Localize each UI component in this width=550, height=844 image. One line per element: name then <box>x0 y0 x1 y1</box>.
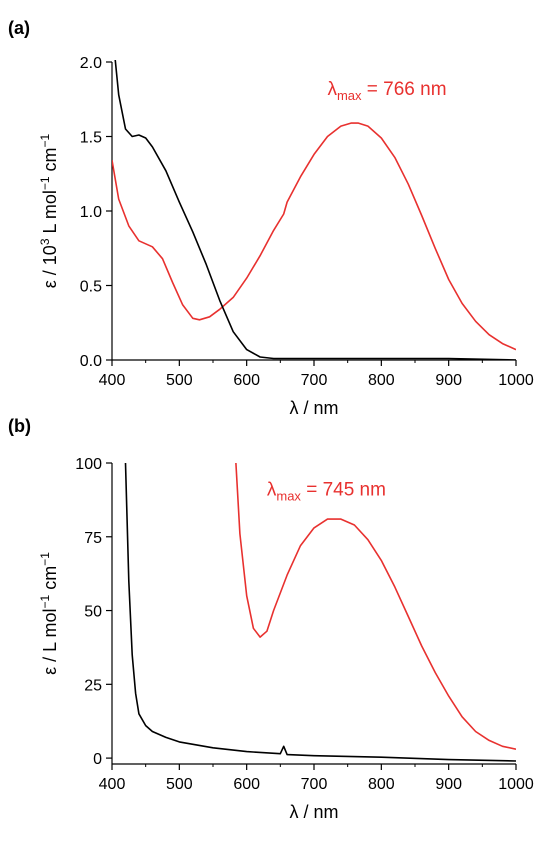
y-tick-label: 0 <box>93 751 102 768</box>
x-tick-label: 600 <box>233 372 260 389</box>
y-tick-label: 1.5 <box>80 130 102 147</box>
x-tick-label: 500 <box>166 776 193 793</box>
x-tick-label: 800 <box>368 372 395 389</box>
y-axis-label: ε / L mol−1 cm−1 <box>38 552 60 675</box>
x-tick-label: 500 <box>166 372 193 389</box>
panel-label-b: (b) <box>8 416 31 436</box>
y-tick-label: 0.0 <box>80 353 102 370</box>
panel-b: (b) 400 500 600 700 800 900 1000 0 25 50 75 100 λ / … <box>0 410 550 844</box>
x-tick-label: 700 <box>301 776 328 793</box>
series-red-line <box>235 462 516 750</box>
x-tick-label: 600 <box>233 776 260 793</box>
x-axis-label: λ / nm <box>289 398 338 418</box>
x-tick-label: 1000 <box>498 776 534 793</box>
x-tick-label: 1000 <box>498 372 534 389</box>
lambda-max-annotation: λmax = 766 nm <box>327 79 446 103</box>
series-red-line <box>112 122 516 351</box>
chart-b: 400 500 600 700 800 900 1000 0 25 50 75 100 λ / nm ε … <box>38 456 534 822</box>
lambda-max-annotation: λmax = 745 nm <box>267 479 386 503</box>
y-tick-label: 50 <box>84 604 102 621</box>
panel-label-a: (a) <box>8 18 30 38</box>
y-tick-label: 75 <box>84 530 102 547</box>
y-tick-label: 1.0 <box>80 204 102 221</box>
y-tick-label: 25 <box>84 677 102 694</box>
x-tick-label: 400 <box>99 776 126 793</box>
series-black-line <box>124 462 516 762</box>
y-tick-label: 2.0 <box>80 55 102 72</box>
chart-a: 400 500 600 700 800 900 1000 0.0 0.5 1.0 1.5 2.0 λ /… <box>38 55 534 418</box>
y-tick-label: 0.5 <box>80 279 102 296</box>
x-tick-label: 700 <box>301 372 328 389</box>
panel-a: (a) 400 500 600 700 800 900 1000 0.0 0.5 1.0 1.5 2.… <box>8 18 534 418</box>
x-tick-label: 900 <box>435 372 462 389</box>
x-tick-label: 800 <box>368 776 395 793</box>
series-black-line <box>114 60 516 360</box>
x-axis-label: λ / nm <box>289 802 338 822</box>
y-tick-label: 100 <box>75 456 102 473</box>
x-tick-label: 900 <box>435 776 462 793</box>
x-tick-label: 400 <box>99 372 126 389</box>
y-axis-label: ε / 103 L mol−1 cm−1 <box>38 133 60 288</box>
